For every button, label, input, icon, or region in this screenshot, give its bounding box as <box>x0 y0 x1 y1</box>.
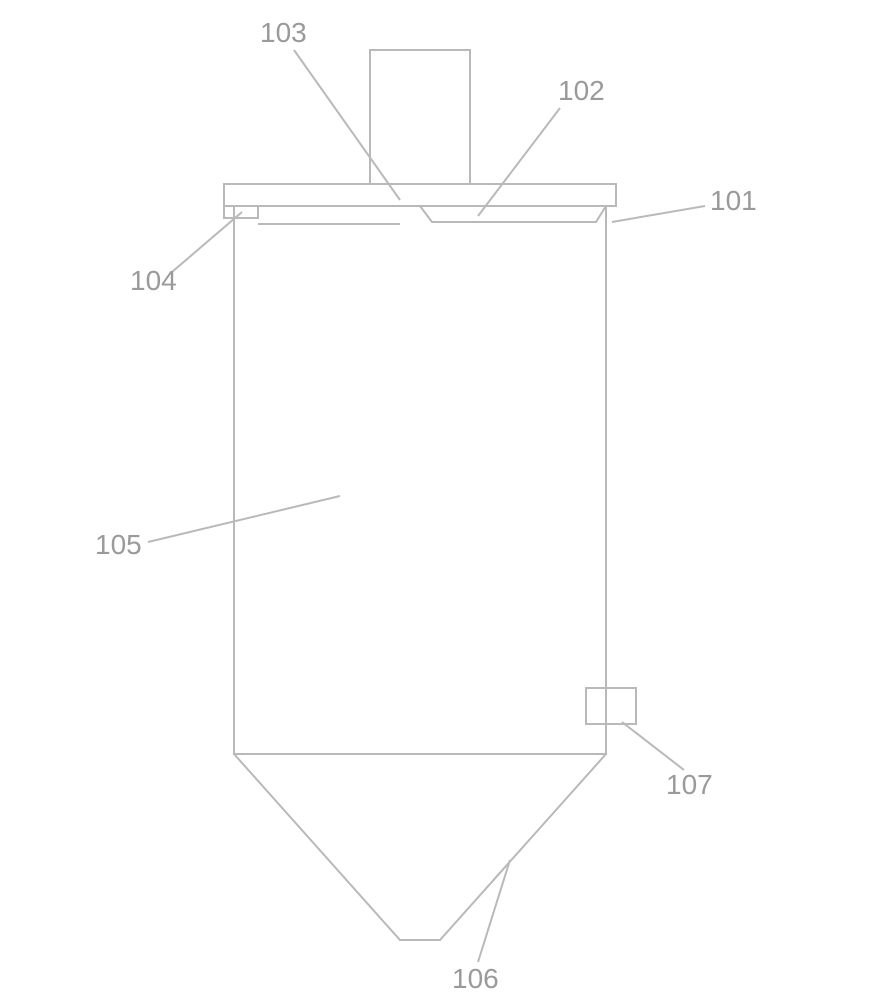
diagram-group <box>224 50 636 940</box>
label-102: 102 <box>558 75 605 106</box>
leader-101 <box>612 206 705 222</box>
label-105: 105 <box>95 529 142 560</box>
part-cone <box>234 754 606 940</box>
leader-106 <box>478 860 510 962</box>
leader-104 <box>172 212 242 272</box>
part-top-port <box>370 50 470 184</box>
part-107 <box>586 688 636 724</box>
label-104: 104 <box>130 265 177 296</box>
leader-103 <box>294 50 400 200</box>
leader-107 <box>622 722 684 770</box>
label-107: 107 <box>666 769 713 800</box>
leader-105 <box>148 496 340 542</box>
labels-group: 101 102 103 104 105 106 107 <box>95 17 757 994</box>
label-101: 101 <box>710 185 757 216</box>
part-main-body <box>234 206 606 754</box>
part-102 <box>420 206 606 222</box>
part-top-flange <box>224 184 616 206</box>
label-103: 103 <box>260 17 307 48</box>
label-106: 106 <box>452 963 499 994</box>
leader-102 <box>478 108 560 216</box>
